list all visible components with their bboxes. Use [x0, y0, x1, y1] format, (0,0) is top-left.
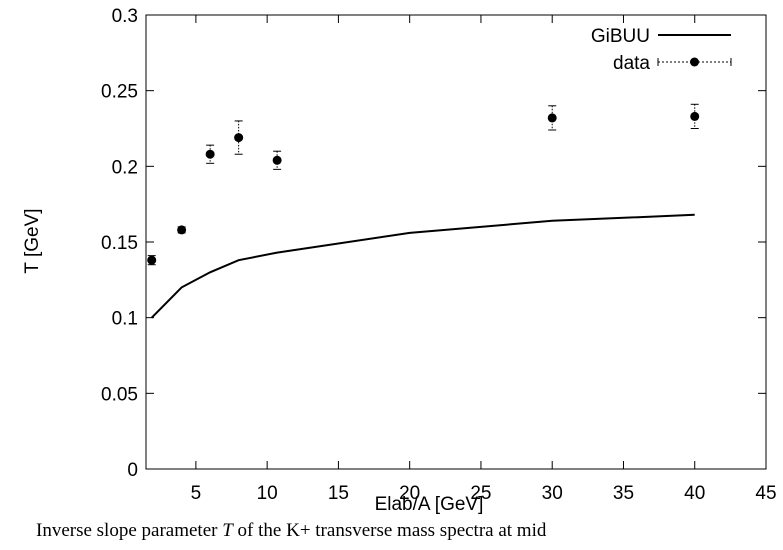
- caption-variable: T: [222, 520, 233, 541]
- y-tick-label: 0.2: [112, 157, 138, 178]
- legend-label: GiBUU: [591, 26, 650, 47]
- y-axis-label: T [GeV]: [22, 208, 43, 273]
- y-tick-label: 0.15: [101, 233, 138, 254]
- caption-part-2: of the: [232, 520, 287, 541]
- data-point: [205, 149, 215, 159]
- data-point: [272, 155, 282, 165]
- x-axis-ticks: 5 10 15 20 25 30 35 40 45: [191, 15, 777, 504]
- x-tick-label: 30: [542, 483, 563, 504]
- data-point: [177, 225, 187, 235]
- y-tick-label: 0.05: [101, 384, 138, 405]
- x-tick-label: 40: [684, 483, 705, 504]
- data-point: [234, 133, 244, 143]
- legend-point-sample: [690, 57, 699, 67]
- figure-caption: Inverse slope parameter T of the K+ tran…: [0, 520, 783, 542]
- x-tick-label: 25: [470, 483, 491, 504]
- caption-part-3: K+ transverse mass spectra at mid: [286, 520, 547, 541]
- y-tick-label: 0.25: [101, 82, 138, 103]
- data-point: [147, 255, 157, 265]
- y-axis-ticks: 0 0.05 0.1 0.15 0.2 0.25 0.3: [101, 6, 766, 481]
- data-point: [690, 111, 700, 121]
- x-tick-label: 15: [328, 483, 349, 504]
- y-tick-label: 0: [127, 460, 138, 481]
- series-group: [147, 103, 700, 319]
- y-tick-label: 0.3: [112, 6, 138, 27]
- x-tick-label: 5: [191, 483, 202, 504]
- x-tick-label: 45: [755, 483, 776, 504]
- plot-frame: [145, 14, 767, 470]
- x-tick-label: 35: [613, 483, 634, 504]
- data-point: [547, 113, 557, 123]
- x-tick-label: 20: [399, 483, 420, 504]
- x-tick-label: 10: [257, 483, 278, 504]
- caption-part-1: Inverse slope parameter: [36, 520, 223, 541]
- legend: GiBUU data: [591, 26, 732, 74]
- plot-border: [145, 14, 767, 470]
- series-line-gibuu: [150, 213, 695, 319]
- y-tick-label: 0.1: [112, 309, 138, 330]
- x-axis-label: Elab/A [GeV]: [375, 494, 484, 515]
- legend-label: data: [613, 53, 650, 74]
